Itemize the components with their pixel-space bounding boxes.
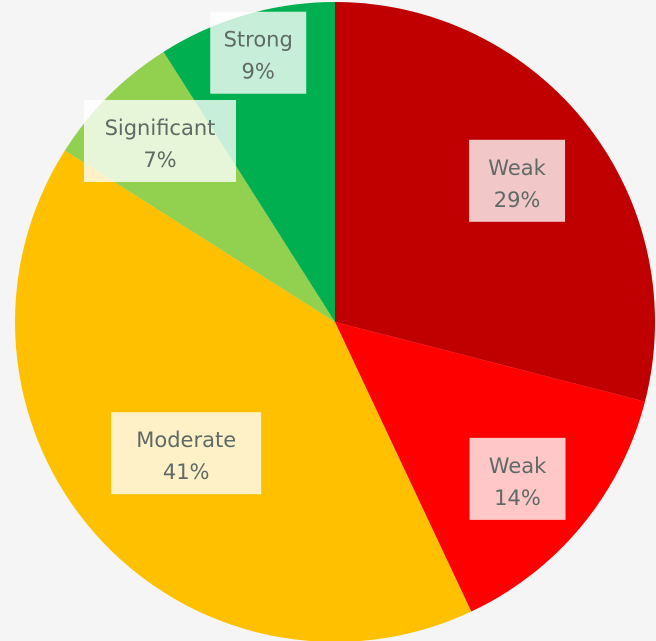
data-label-category: Strong (224, 28, 293, 52)
data-label-box (469, 139, 566, 222)
data-label-percent: 9% (242, 60, 275, 84)
data-label-1: Weak 14% (469, 437, 566, 520)
data-label-2: Moderate 41% (111, 412, 262, 495)
data-label-category: Significant (105, 116, 216, 140)
data-label-0: Weak 29% (469, 139, 566, 222)
data-label-category: Weak (488, 156, 546, 180)
pie-labels: Weak 29% Weak 14% Moderate 41% Significant 7% St… (83, 11, 566, 520)
data-label-box (469, 437, 566, 520)
data-label-percent: 14% (494, 486, 541, 510)
pie-slice-moderate-2 (15, 150, 472, 641)
data-label-category: Weak (489, 454, 547, 478)
data-label-percent: 29% (494, 188, 541, 212)
data-label-percent: 7% (143, 148, 176, 172)
data-label-3: Significant 7% (83, 99, 236, 182)
data-label-box (83, 99, 236, 182)
pie-slices (15, 2, 655, 641)
data-label-box (210, 11, 307, 94)
data-label-box (111, 412, 262, 495)
data-label-percent: 41% (163, 460, 210, 484)
data-label-category: Moderate (136, 428, 236, 452)
data-label-4: Strong 9% (210, 11, 307, 94)
